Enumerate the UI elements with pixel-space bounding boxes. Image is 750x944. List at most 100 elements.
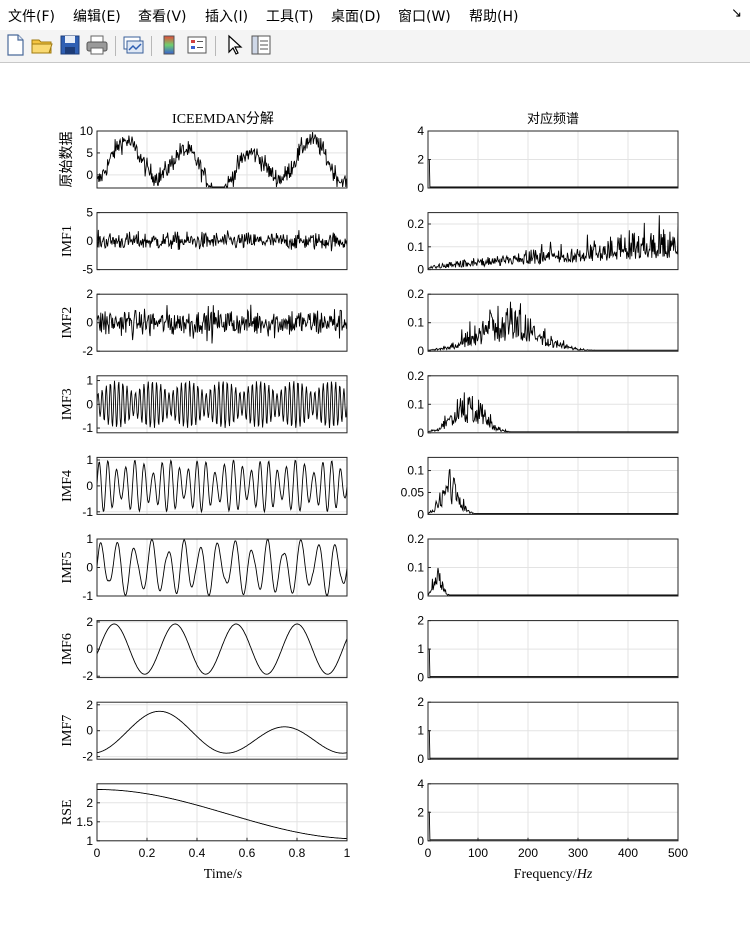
panel-ylabel: IMF6 (60, 633, 75, 665)
menu-insert[interactable]: 插入(I) (205, 9, 249, 25)
x-tick-label: 0.2 (139, 846, 156, 860)
signal-line (428, 730, 678, 759)
new-figure-icon[interactable] (3, 33, 27, 57)
signal-line (96, 623, 348, 675)
dock-figure-icon[interactable]: ↘ (731, 5, 742, 20)
menu-help[interactable]: 帮助(H) (469, 9, 519, 25)
panel-ylabel: RSE (60, 799, 75, 825)
left-xlabel-unit: s (237, 867, 243, 882)
signal-line (428, 468, 678, 515)
y-tick-label: 1.5 (76, 815, 93, 829)
property-inspector-icon[interactable] (249, 33, 273, 57)
spectrum-panel[interactable]: 0 0.1 0.2 (407, 287, 679, 358)
time-panel[interactable]: -2 0 2 IMF2 (60, 287, 348, 358)
right-column-title: 对应频谱 (527, 111, 579, 126)
y-tick-label: 2 (417, 153, 424, 167)
y-tick-label: -2 (82, 750, 93, 764)
menu-bar: 文件(F) 编辑(E) 查看(V) 插入(I) 工具(T) 桌面(D) 窗口(W… (0, 0, 750, 30)
save-icon[interactable] (58, 33, 82, 57)
spectrum-panel[interactable]: 0 1 2 (417, 614, 679, 685)
y-tick-label: 0.05 (401, 485, 425, 499)
panel-ylabel: IMF5 (60, 552, 75, 584)
spectrum-panel[interactable]: 0 0.1 0.2 (407, 369, 679, 440)
signal-line (428, 648, 678, 678)
open-file-icon[interactable] (30, 33, 54, 57)
x-tick-label: 0 (425, 846, 432, 860)
y-tick-label: 2 (86, 796, 93, 810)
link-plot-icon[interactable] (121, 33, 145, 57)
spectrum-panel[interactable]: 0 0.05 0.1 (401, 456, 679, 521)
figure-plot-area: ICEEMDAN分解 对应频谱 0510原始数据-505IMF1-202IMF2… (59, 111, 688, 882)
panel-ylabel: IMF1 (60, 225, 75, 257)
menu-tools[interactable]: 工具(T) (266, 9, 314, 25)
y-tick-label: 0 (417, 589, 424, 603)
insert-legend-icon[interactable] (185, 33, 209, 57)
signal-line (96, 304, 348, 344)
time-panel[interactable]: -2 0 2 IMF7 (60, 698, 348, 764)
panel-ylabel: 原始数据 (59, 132, 75, 188)
y-tick-label: 0.2 (407, 532, 424, 546)
y-tick-label: 0 (417, 671, 424, 685)
y-tick-label: 5 (86, 206, 93, 220)
time-panel[interactable]: 0 5 10 原始数据 (59, 124, 348, 189)
signal-line (427, 392, 678, 433)
y-tick-label: 5 (86, 146, 93, 160)
spectrum-panel[interactable]: 0 1 2 (417, 695, 679, 766)
x-tick-label: 0 (94, 846, 101, 860)
y-tick-label: 0 (86, 724, 93, 738)
y-tick-label: 0 (86, 642, 93, 656)
edit-plot-cursor-icon[interactable] (222, 33, 246, 57)
spectrum-panel[interactable]: 0 2 4 0 100 200 300 400 500 (417, 777, 688, 860)
y-tick-label: 0.2 (407, 217, 424, 231)
y-tick-label: -2 (82, 669, 93, 683)
x-tick-label: 1 (344, 846, 351, 860)
signal-line (96, 131, 348, 189)
spectrum-panel[interactable]: 0 0.1 0.2 (407, 212, 679, 277)
time-panel[interactable]: 1 1.5 2 RSE 0 0.2 0.4 0.6 0.8 1 (60, 783, 351, 860)
spectrum-panel[interactable]: 0 2 4 (417, 124, 679, 195)
menu-view[interactable]: 查看(V) (138, 9, 187, 25)
menu-edit[interactable]: 编辑(E) (73, 9, 121, 25)
panel-ylabel: IMF7 (60, 715, 75, 747)
signal-line (427, 215, 679, 270)
y-tick-label: 2 (417, 805, 424, 819)
y-tick-label: 0 (86, 479, 93, 493)
figure-canvas: ICEEMDAN分解 对应频谱 0 5 10 原始数据 -5 0 5 IMF1 -2 0 2 IMF2… (0, 63, 750, 939)
menu-file[interactable]: 文件(F) (8, 9, 55, 25)
signal-line (428, 158, 678, 188)
time-panel[interactable]: -1 0 1 IMF4 (60, 453, 348, 519)
signal-line (96, 380, 348, 429)
y-tick-label: -1 (82, 589, 93, 603)
toolbar-separator (215, 36, 216, 56)
y-tick-label: -1 (82, 421, 93, 435)
menu-desktop[interactable]: 桌面(D) (331, 9, 381, 25)
print-icon[interactable] (85, 33, 109, 57)
y-tick-label: 0 (417, 181, 424, 195)
x-tick-label: 500 (668, 846, 688, 860)
menu-window[interactable]: 窗口(W) (398, 9, 451, 25)
time-panel[interactable]: -1 0 1 IMF5 (60, 532, 348, 603)
signal-line (427, 301, 678, 351)
y-tick-label: 1 (417, 642, 424, 656)
y-tick-label: 0 (417, 426, 424, 440)
toolbar-separator (115, 36, 116, 56)
y-tick-label: 1 (86, 834, 93, 848)
figure-toolbar (0, 30, 750, 63)
x-tick-label: 0.6 (239, 846, 256, 860)
x-tick-label: 0.4 (189, 846, 206, 860)
insert-colorbar-icon[interactable] (157, 33, 181, 57)
y-tick-label: 2 (86, 287, 93, 301)
y-tick-label: -1 (82, 505, 93, 519)
y-tick-label: 0.1 (407, 397, 424, 411)
y-tick-label: -2 (82, 344, 93, 358)
axes-frame (427, 212, 679, 271)
right-xlabel-unit: Hz (576, 867, 593, 882)
time-panel[interactable]: -5 0 5 IMF1 (60, 206, 348, 277)
axes-frame (427, 456, 679, 515)
axes-frame (96, 783, 348, 842)
time-panel[interactable]: -1 0 1 IMF3 (60, 374, 348, 436)
time-panel[interactable]: -2 0 2 IMF6 (60, 615, 348, 683)
x-tick-label: 400 (618, 846, 638, 860)
spectrum-panel[interactable]: 0 0.1 0.2 (407, 532, 679, 603)
panel-ylabel: IMF3 (60, 388, 75, 420)
